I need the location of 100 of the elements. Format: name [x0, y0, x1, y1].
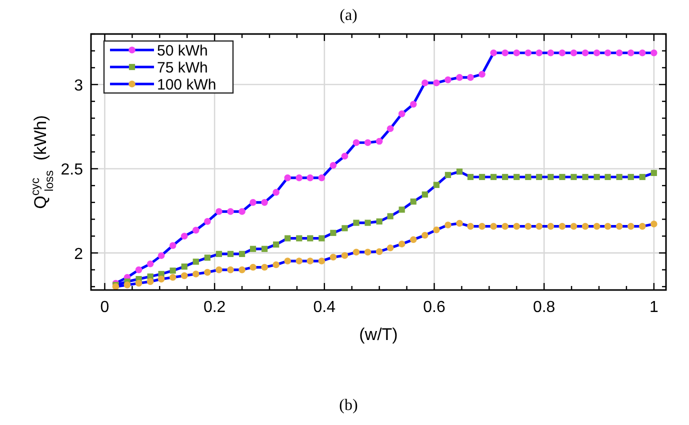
point — [547, 49, 554, 56]
point — [410, 198, 416, 205]
point — [180, 272, 188, 280]
point — [398, 206, 405, 213]
legend-label: 75 kWh — [157, 60, 208, 76]
point — [192, 258, 199, 265]
point — [192, 270, 200, 278]
point — [536, 222, 543, 230]
point — [604, 174, 611, 180]
point — [158, 252, 165, 260]
point — [284, 258, 292, 264]
point — [306, 174, 314, 182]
point — [296, 235, 302, 242]
point — [559, 174, 566, 180]
point — [318, 258, 326, 264]
point — [490, 49, 497, 56]
point — [386, 125, 394, 132]
point — [216, 250, 222, 258]
point — [112, 283, 120, 290]
point — [169, 242, 176, 249]
point — [250, 199, 256, 206]
point — [330, 254, 337, 261]
point — [456, 220, 463, 227]
point — [342, 225, 348, 232]
point — [250, 264, 256, 271]
point — [227, 250, 234, 258]
point — [638, 222, 646, 230]
point — [410, 100, 417, 108]
x-tick-label: 0.8 — [532, 299, 556, 316]
point — [570, 49, 578, 56]
point — [272, 188, 280, 196]
point — [582, 49, 589, 56]
point — [582, 174, 588, 180]
point — [627, 49, 634, 56]
x-tick-label: 0.4 — [313, 299, 336, 316]
point — [616, 222, 623, 230]
point — [192, 226, 200, 234]
point — [330, 230, 336, 236]
point — [490, 222, 497, 230]
point — [410, 236, 417, 244]
point — [352, 248, 360, 256]
point — [180, 232, 188, 240]
point — [296, 174, 303, 182]
point — [204, 218, 211, 225]
point — [616, 174, 622, 180]
point — [433, 182, 440, 188]
point — [558, 49, 566, 56]
point — [639, 174, 646, 180]
point — [204, 268, 211, 276]
point — [227, 208, 234, 215]
legend-label: 50 kWh — [157, 42, 208, 60]
point — [478, 70, 486, 78]
point — [558, 222, 566, 230]
point — [616, 49, 623, 56]
point — [638, 49, 646, 56]
x-tick-label: 1 — [649, 299, 658, 316]
point — [376, 248, 383, 255]
point — [490, 174, 497, 180]
point — [386, 244, 394, 252]
point — [422, 191, 428, 198]
point — [284, 174, 292, 182]
point — [444, 222, 452, 228]
point — [513, 49, 520, 56]
point — [627, 222, 634, 230]
point — [433, 79, 440, 86]
point — [536, 49, 543, 56]
point — [570, 222, 578, 230]
point — [261, 246, 268, 252]
point — [238, 208, 246, 215]
point — [650, 220, 658, 228]
point — [502, 174, 508, 180]
point — [456, 168, 463, 175]
point — [514, 174, 520, 180]
point — [135, 280, 142, 287]
point — [238, 250, 246, 258]
legend-label: 100 kWh — [157, 76, 216, 94]
point — [307, 235, 314, 242]
point — [376, 138, 383, 145]
point — [525, 174, 532, 180]
x-axis-title: (w/T) — [359, 325, 398, 344]
point — [650, 49, 658, 56]
point — [238, 266, 246, 274]
point — [204, 254, 210, 261]
point — [376, 218, 382, 225]
point — [478, 222, 486, 230]
point — [272, 261, 280, 268]
point — [502, 222, 508, 230]
point — [273, 241, 280, 248]
point — [261, 264, 268, 271]
point — [593, 49, 600, 56]
point — [169, 274, 176, 281]
point — [124, 282, 131, 288]
point — [513, 222, 520, 230]
point — [444, 76, 452, 84]
point — [422, 79, 428, 86]
point — [433, 226, 440, 234]
y-tick-label: 2.5 — [60, 162, 84, 179]
point — [570, 174, 577, 180]
point — [467, 74, 474, 81]
point — [352, 139, 360, 146]
